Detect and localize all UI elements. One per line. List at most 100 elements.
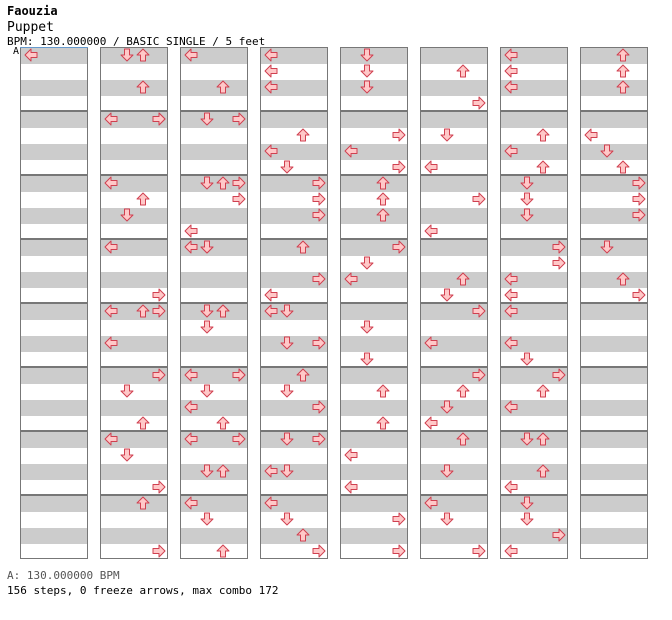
arrow-up-icon bbox=[456, 432, 470, 446]
arrow-right-icon bbox=[472, 192, 486, 206]
measure-box bbox=[20, 111, 88, 175]
arrow-left-icon bbox=[264, 144, 278, 158]
arrow-down-icon bbox=[200, 240, 214, 254]
section-marker: A bbox=[13, 46, 20, 57]
beat-band bbox=[261, 432, 327, 448]
beat-band bbox=[181, 304, 247, 320]
arrow-up-icon bbox=[216, 304, 230, 318]
arrow-up-icon bbox=[216, 544, 230, 558]
arrow-left-icon bbox=[424, 416, 438, 430]
arrow-left-icon bbox=[184, 400, 198, 414]
beat-band bbox=[581, 528, 647, 544]
arrow-right-icon bbox=[312, 544, 326, 558]
beat-band bbox=[21, 240, 87, 256]
beat-band bbox=[21, 432, 87, 448]
arrow-right-icon bbox=[312, 400, 326, 414]
measure-box bbox=[580, 303, 648, 367]
arrow-up-icon bbox=[616, 272, 630, 286]
arrow-right-icon bbox=[392, 512, 406, 526]
beat-band bbox=[341, 464, 407, 480]
measure-box bbox=[260, 47, 328, 111]
measure-box bbox=[580, 431, 648, 495]
arrow-right-icon bbox=[552, 256, 566, 270]
measure-box bbox=[340, 175, 408, 239]
beat-band bbox=[341, 528, 407, 544]
arrow-right-icon bbox=[552, 528, 566, 542]
arrow-up-icon bbox=[616, 80, 630, 94]
arrow-left-icon bbox=[424, 336, 438, 350]
beat-band bbox=[181, 432, 247, 448]
measure-box bbox=[100, 431, 168, 495]
arrow-down-icon bbox=[120, 384, 134, 398]
beat-band bbox=[261, 176, 327, 192]
beat-band bbox=[581, 496, 647, 512]
arrow-up-icon bbox=[136, 48, 150, 62]
arrow-up-icon bbox=[216, 416, 230, 430]
measure-box bbox=[180, 111, 248, 175]
arrow-up-icon bbox=[536, 160, 550, 174]
beat-band bbox=[501, 240, 567, 256]
beat-band bbox=[101, 272, 167, 288]
arrow-left-icon bbox=[504, 304, 518, 318]
chart-column bbox=[500, 47, 568, 560]
arrow-right-icon bbox=[472, 304, 486, 318]
artist-name: Faouzia bbox=[7, 4, 58, 18]
beat-band bbox=[21, 528, 87, 544]
arrow-down-icon bbox=[440, 128, 454, 142]
measure-box bbox=[100, 175, 168, 239]
beat-band bbox=[101, 464, 167, 480]
arrow-up-icon bbox=[376, 384, 390, 398]
arrow-down-icon bbox=[440, 464, 454, 478]
beat-band bbox=[181, 400, 247, 416]
arrow-left-icon bbox=[344, 448, 358, 462]
beat-band bbox=[501, 464, 567, 480]
arrow-left-icon bbox=[344, 272, 358, 286]
measure-box bbox=[260, 495, 328, 559]
arrow-down-icon bbox=[200, 464, 214, 478]
measure-box bbox=[100, 495, 168, 559]
arrow-down-icon bbox=[440, 400, 454, 414]
arrow-left-icon bbox=[504, 272, 518, 286]
arrow-left-icon bbox=[104, 112, 118, 126]
arrow-left-icon bbox=[264, 496, 278, 510]
beat-band bbox=[101, 176, 167, 192]
arrow-down-icon bbox=[280, 336, 294, 350]
measure-box bbox=[500, 175, 568, 239]
arrow-up-icon bbox=[376, 208, 390, 222]
arrow-left-icon bbox=[264, 304, 278, 318]
beat-band bbox=[501, 304, 567, 320]
beat-band bbox=[341, 176, 407, 192]
measure-box bbox=[180, 495, 248, 559]
beat-band bbox=[21, 496, 87, 512]
beat-band bbox=[21, 208, 87, 224]
arrow-left-icon bbox=[424, 224, 438, 238]
measure-box bbox=[20, 367, 88, 431]
arrow-down-icon bbox=[520, 512, 534, 526]
measure-box bbox=[260, 303, 328, 367]
beat-band bbox=[341, 336, 407, 352]
measure-box bbox=[420, 111, 488, 175]
measure-box bbox=[20, 175, 88, 239]
beat-band bbox=[581, 464, 647, 480]
measure-box bbox=[20, 431, 88, 495]
beat-band bbox=[341, 304, 407, 320]
arrow-down-icon bbox=[520, 496, 534, 510]
beat-band bbox=[21, 144, 87, 160]
beat-band bbox=[501, 400, 567, 416]
beat-band bbox=[261, 400, 327, 416]
arrow-up-icon bbox=[296, 528, 310, 542]
arrow-left-icon bbox=[344, 480, 358, 494]
arrow-down-icon bbox=[360, 64, 374, 78]
beat-band bbox=[181, 464, 247, 480]
arrow-up-icon bbox=[456, 384, 470, 398]
beat-band bbox=[261, 464, 327, 480]
arrow-down-icon bbox=[280, 384, 294, 398]
arrow-up-icon bbox=[216, 80, 230, 94]
beat-band bbox=[581, 144, 647, 160]
arrow-right-icon bbox=[632, 208, 646, 222]
beat-band bbox=[421, 240, 487, 256]
beat-band bbox=[261, 112, 327, 128]
beat-band bbox=[421, 368, 487, 384]
arrow-up-icon bbox=[536, 128, 550, 142]
